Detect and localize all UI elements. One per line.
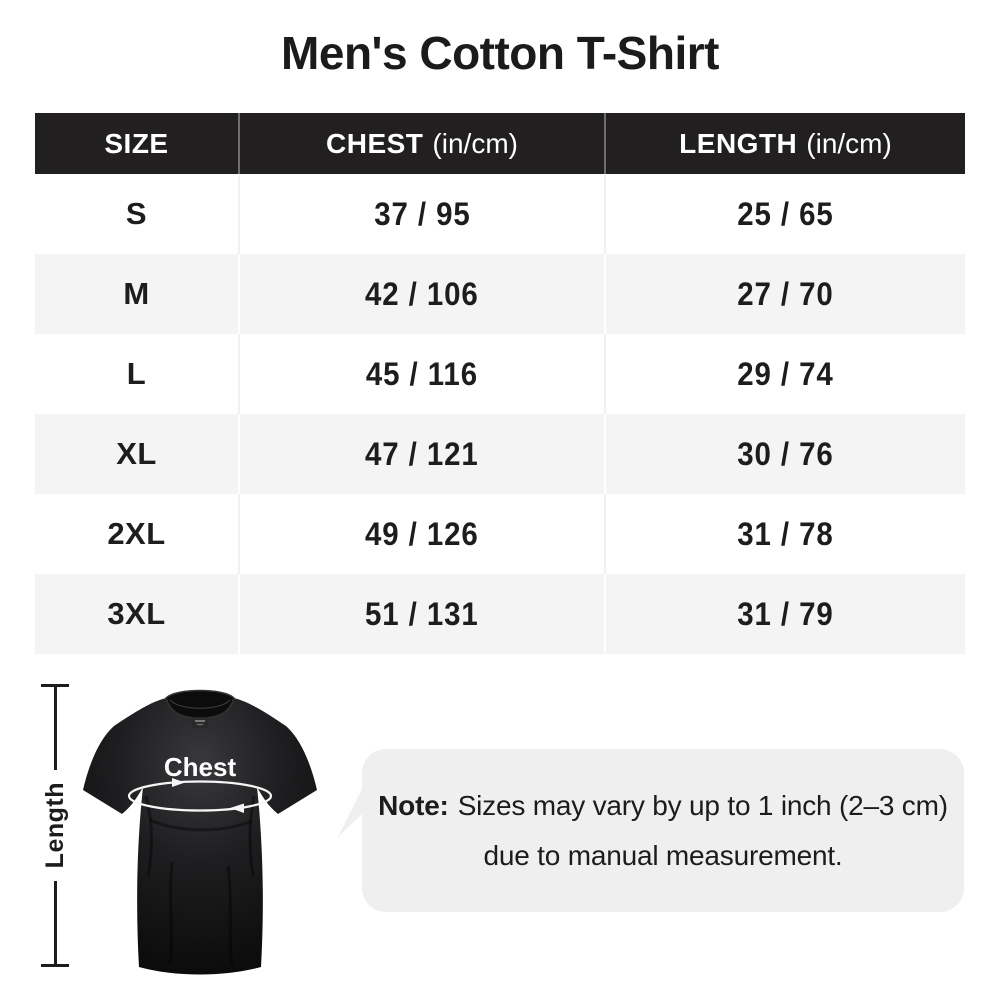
header-label-length: LENGTH xyxy=(679,127,798,159)
table-row-m: M 42 / 106 27 / 70 xyxy=(35,254,965,334)
table-row-s: S 37 / 95 25 / 65 xyxy=(35,174,965,254)
cell-length: 29 / 74 xyxy=(604,334,965,414)
table-row-l: L 45 / 116 29 / 74 xyxy=(35,334,965,414)
cell-size: 3XL xyxy=(107,596,166,631)
cell-size: M xyxy=(123,276,150,311)
table-row-2xl: 2XL 49 / 126 31 / 78 xyxy=(35,494,965,574)
header-cell-chest: CHEST (in/cm) xyxy=(238,113,604,174)
length-top-cap xyxy=(41,684,69,687)
header-label-size: SIZE xyxy=(104,127,169,159)
header-unit-length: (in/cm) xyxy=(806,127,892,159)
chest-arrow-left xyxy=(230,803,244,813)
cell-chest: 51 / 131 xyxy=(238,574,604,654)
cell-length: 30 / 76 xyxy=(604,414,965,494)
tshirt-image: Chest xyxy=(83,689,317,975)
neck-label xyxy=(192,717,208,728)
length-label: Length xyxy=(40,782,69,869)
tshirt-body xyxy=(83,698,317,975)
cell-length: 25 / 65 xyxy=(604,174,965,254)
cell-size: 2XL xyxy=(107,516,166,551)
cell-length: 31 / 79 xyxy=(604,574,965,654)
cell-chest: 37 / 95 xyxy=(238,174,604,254)
length-line-bottom xyxy=(53,880,57,965)
size-table: SIZE CHEST (in/cm) LENGTH (in/cm) S 37 /… xyxy=(35,113,965,654)
chest-arrow-right xyxy=(172,778,185,787)
cell-chest: 49 / 126 xyxy=(238,494,604,574)
cell-chest: 47 / 121 xyxy=(238,414,604,494)
collar-stitch xyxy=(169,699,231,709)
header-label-chest: CHEST xyxy=(326,127,424,159)
length-measure: Length xyxy=(40,684,69,968)
header-cell-size: SIZE xyxy=(35,113,238,174)
note-label: Note: xyxy=(378,789,449,821)
cell-length: 31 / 78 xyxy=(604,494,965,574)
tshirt-collar xyxy=(165,689,235,719)
cell-chest: 42 / 106 xyxy=(238,254,604,334)
chest-label: Chest xyxy=(164,752,237,782)
cell-chest: 45 / 116 xyxy=(238,334,604,414)
header-cell-length: LENGTH (in/cm) xyxy=(604,113,965,174)
cell-size: XL xyxy=(116,436,157,471)
note-text-line1: Note: Sizes may vary by up to 1 inch (2–3… xyxy=(378,790,948,822)
header-unit-chest: (in/cm) xyxy=(432,127,518,159)
note-text-line2: due to manual measurement. xyxy=(483,839,843,871)
cell-size: S xyxy=(125,196,148,231)
chest-ellipse xyxy=(127,780,273,812)
table-header-row: SIZE CHEST (in/cm) LENGTH (in/cm) xyxy=(35,113,965,174)
table-row-3xl: 3XL 51 / 131 31 / 79 xyxy=(35,574,965,654)
cell-size: L xyxy=(126,356,147,391)
cell-length: 27 / 70 xyxy=(604,254,965,334)
note-bubble: Note: Sizes may vary by up to 1 inch (2–3… xyxy=(338,749,964,912)
note-line1-text: Sizes may vary by up to 1 inch (2–3 cm) xyxy=(457,789,948,821)
table-row-xl: XL 47 / 121 30 / 76 xyxy=(35,414,965,494)
bubble-tail xyxy=(338,787,363,837)
page-title: Men's Cotton T-Shirt xyxy=(281,27,719,79)
length-line-top xyxy=(53,687,57,771)
length-bottom-cap xyxy=(41,964,69,968)
